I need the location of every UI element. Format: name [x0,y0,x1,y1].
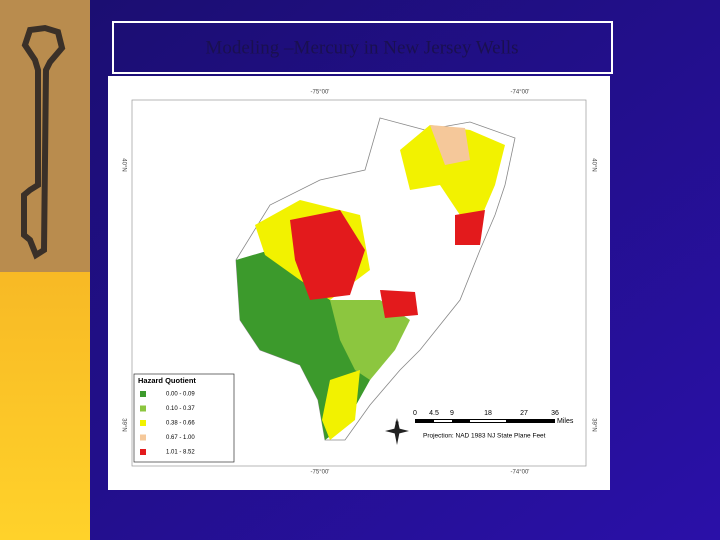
legend-box [133,373,235,463]
legend-swatch [140,405,146,412]
legend-label: 0.00 - 0.09 [166,392,195,398]
coord-label: 39°N [120,418,126,431]
coord-label: 40°N [590,158,596,171]
coord-label: -75°00' [311,90,330,96]
legend-swatch [140,434,146,441]
legend-swatch [140,420,146,426]
slide-title: Modeling –Mercury in New Jersey Wells [205,37,518,58]
legend-label: 0.10 - 0.37 [166,406,195,412]
north-label: N [395,421,399,427]
coord-label: -74°00' [511,90,530,96]
map-region [322,370,360,440]
legend-title: Hazard Quotient [138,376,196,385]
scale-label: 0 [413,410,417,417]
coord-label: 39°N [590,418,596,431]
scale-label: 27 [520,410,528,417]
key-icon [21,24,66,260]
map-region [455,210,485,245]
legend-swatch [140,391,146,397]
map-region [430,125,470,165]
legend-swatch [140,449,146,455]
map-region [400,125,505,220]
map-region [290,210,365,300]
legend-label: 0.67 - 1.00 [166,435,195,441]
title-box [112,21,613,74]
scale-unit: Miles [557,418,574,425]
coord-label: -74°00' [511,470,530,476]
legend: Hazard Quotient [133,373,235,463]
projection-text: Projection: NAD 1983 NJ State Plane Feet [423,433,546,440]
scale-bar-rect [434,420,452,422]
map-frame [131,99,587,467]
north-arrow [385,418,409,445]
legend-label: 0.38 - 0.66 [166,421,195,427]
coord-label: -75°00' [311,470,330,476]
scale-bar-rect [470,420,506,422]
legend-label: 1.01 - 8.52 [166,450,195,456]
scale-bar: Miles [415,418,574,425]
scale-label: 4.5 [429,410,439,417]
map-region [330,300,410,380]
map-region [380,290,418,318]
scale-label: 18 [484,410,492,417]
scale-label: 36 [551,410,559,417]
coord-label: 40°N [120,158,126,171]
scale-label: 9 [450,410,454,417]
